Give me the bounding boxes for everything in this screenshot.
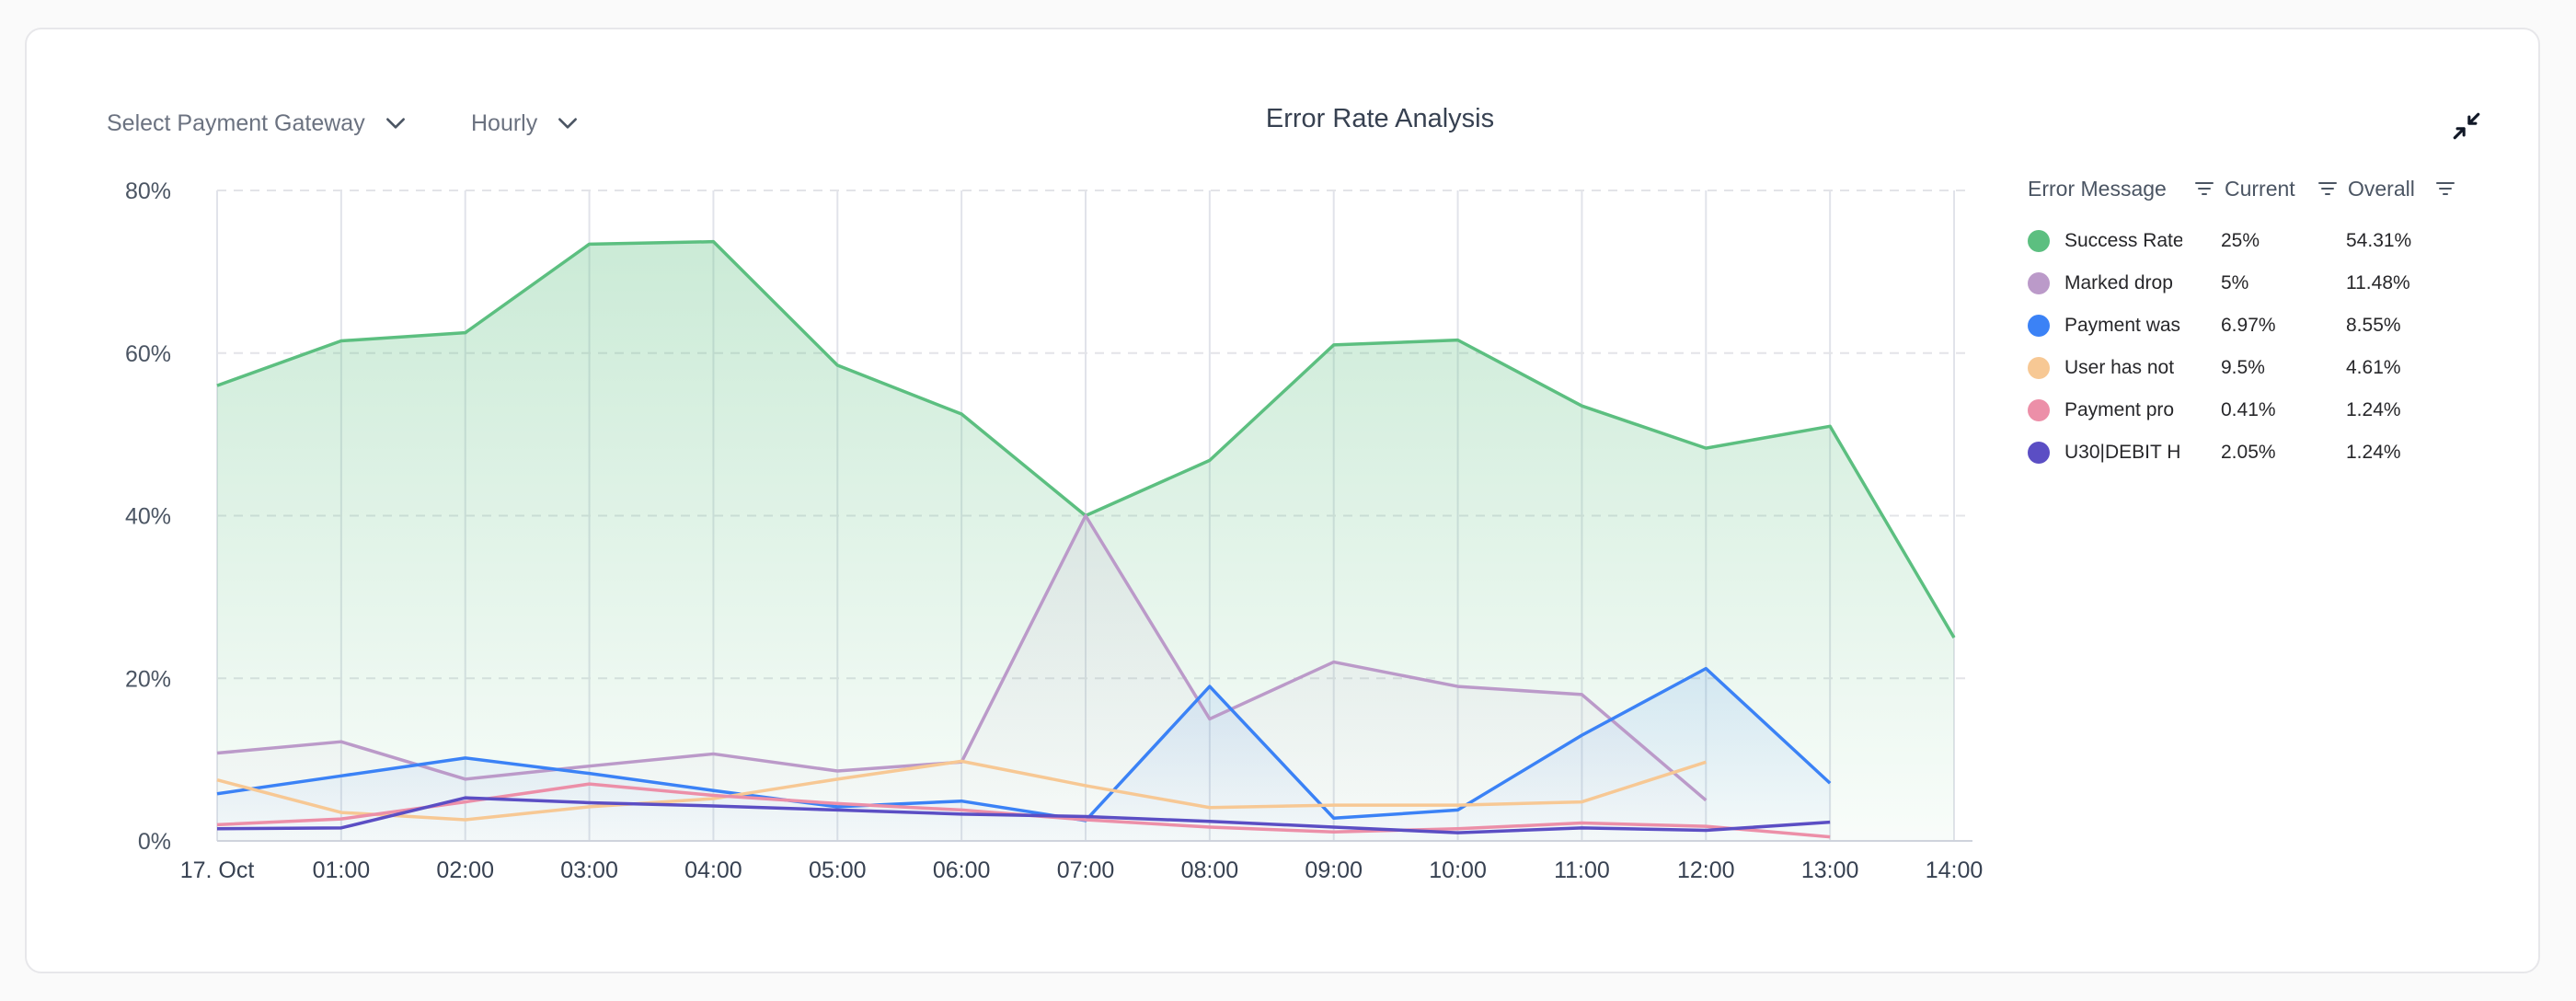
legend-series-name: Success Rate <box>2064 230 2182 251</box>
y-tick-label: 60% <box>125 341 171 367</box>
legend-dot <box>2028 315 2050 337</box>
payment-gateway-label: Select Payment Gateway <box>107 109 365 136</box>
series-area <box>217 668 1831 841</box>
legend-series-name: Payment was <box>2064 315 2181 336</box>
legend-header-overall-label: Overall <box>2348 176 2415 201</box>
chart-title: Error Rate Analysis <box>1265 104 1495 133</box>
legend-row-user-has-not[interactable]: User has not 9.5% 4.61% <box>2028 350 2451 386</box>
legend-row-u30-debit[interactable]: U30|DEBIT H 2.05% 1.24% <box>2028 434 2451 471</box>
y-tick-label: 40% <box>125 504 171 530</box>
x-tick-label: 17. Oct <box>180 857 255 883</box>
legend-header-extra-filter[interactable] <box>2434 173 2456 204</box>
legend-dot <box>2028 399 2050 421</box>
axes: 0% 20% 40% 60% 80% 17. Oct 01:00 02:00 03:00 04:0… <box>125 178 1983 883</box>
chevron-down-icon <box>385 118 405 129</box>
legend-header-current[interactable]: Current <box>2193 173 2295 204</box>
x-tick-label: 09:00 <box>1305 857 1363 883</box>
series-line <box>216 759 1707 822</box>
error-rate-chart: 0% 20% 40% 60% 80% 17. Oct 01:00 02:00 03:00 04:0… <box>125 178 1983 883</box>
x-tick-label: 08:00 <box>1181 857 1239 883</box>
x-tick-label: 10:00 <box>1429 857 1487 883</box>
legend-overall-value: 4.61% <box>2346 357 2401 378</box>
x-tick-label: 07:00 <box>1057 857 1115 883</box>
series-line <box>216 796 1831 834</box>
x-tick-label: 04:00 <box>684 857 742 883</box>
x-tick-label: 14:00 <box>1926 857 1984 883</box>
legend-overall-value: 54.31% <box>2346 230 2412 251</box>
legend-series-name: User has not <box>2064 357 2175 378</box>
series-line <box>216 666 1832 823</box>
legend-header-message: Error Message <box>2028 173 2167 204</box>
legend-row-marked-drop[interactable]: Marked drop 5% 11.48% <box>2028 265 2451 302</box>
y-tick-label: 80% <box>125 178 171 204</box>
legend-current-value: 6.97% <box>2221 315 2276 336</box>
x-tick-label: 12:00 <box>1677 857 1735 883</box>
x-tick-label: 06:00 <box>933 857 991 883</box>
legend-header-message-label: Error Message <box>2028 176 2167 201</box>
x-tick-label: 11:00 <box>1554 857 1610 883</box>
series-lines <box>216 239 1956 839</box>
legend-current-value: 25% <box>2221 230 2260 251</box>
legend-header-overall[interactable]: Overall <box>2317 173 2415 204</box>
legend-current-value: 2.05% <box>2221 442 2276 463</box>
legend-series-name: Marked drop <box>2064 272 2173 293</box>
filter-icon[interactable] <box>2434 178 2456 200</box>
legend-overall-value: 1.24% <box>2346 442 2401 463</box>
interval-dropdown[interactable]: Hourly <box>471 108 580 139</box>
legend-header-current-label: Current <box>2225 176 2295 201</box>
x-tick-label: 03:00 <box>560 857 618 883</box>
collapse-icon[interactable] <box>2451 110 2482 142</box>
legend-current-value: 9.5% <box>2221 357 2265 378</box>
legend-overall-value: 1.24% <box>2346 399 2401 420</box>
x-tick-label: 02:00 <box>436 857 494 883</box>
y-tick-label: 0% <box>138 829 171 855</box>
legend-series-name: U30|DEBIT H <box>2064 442 2181 463</box>
series-area <box>217 515 1707 841</box>
filter-icon[interactable] <box>2193 178 2215 200</box>
filter-icon[interactable] <box>2317 178 2339 200</box>
legend-dot <box>2028 272 2050 294</box>
legend-row-success-rate[interactable]: Success Rate 25% 54.31% <box>2028 223 2451 259</box>
payment-gateway-dropdown[interactable]: Select Payment Gateway <box>107 108 408 139</box>
legend-dot <box>2028 230 2050 252</box>
legend-row-payment-was[interactable]: Payment was 6.97% 8.55% <box>2028 307 2451 344</box>
legend-overall-value: 11.48% <box>2346 272 2410 293</box>
legend-current-value: 0.41% <box>2221 399 2276 420</box>
y-tick-label: 20% <box>125 666 171 692</box>
x-tick-label: 05:00 <box>809 857 867 883</box>
x-tick-label: 01:00 <box>313 857 371 883</box>
legend-current-value: 5% <box>2221 272 2249 293</box>
legend-series-name: Payment pro <box>2064 399 2175 420</box>
legend-row-payment-pro[interactable]: Payment pro 0.41% 1.24% <box>2028 392 2451 429</box>
legend-overall-value: 8.55% <box>2346 315 2401 336</box>
legend-dot <box>2028 442 2050 464</box>
x-tick-label: 13:00 <box>1801 857 1859 883</box>
interval-label: Hourly <box>471 109 538 136</box>
legend-dot <box>2028 357 2050 379</box>
chevron-down-icon <box>558 118 578 129</box>
